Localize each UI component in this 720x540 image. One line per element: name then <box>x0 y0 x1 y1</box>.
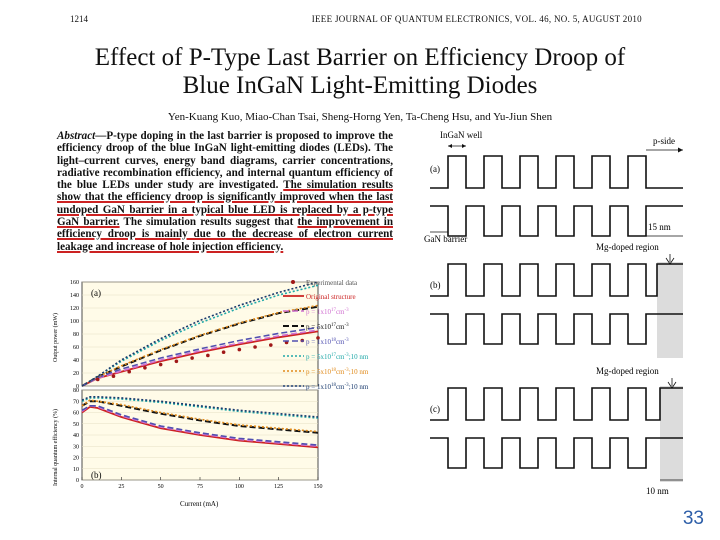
legend-exp-marker <box>291 280 295 284</box>
experimental-point <box>111 374 116 379</box>
plot-b-xtick-label: 25 <box>118 484 124 490</box>
plot-b-series-line <box>81 396 319 418</box>
plot-b-ytick-label: 80 <box>73 388 79 394</box>
experimental-point <box>174 359 179 364</box>
plot-b-series-line <box>81 397 319 419</box>
plot-b-ytick-label: 30 <box>73 444 79 450</box>
legend-exp-text: Experimental data <box>306 279 358 287</box>
experimental-point <box>253 345 257 349</box>
y-axis-label-a: Output power (mW) <box>52 313 59 362</box>
band-a-valence <box>430 205 683 237</box>
abstract-part-3: The simulation results suggest that <box>119 216 298 229</box>
gan-barrier-label: GaN barrier <box>424 234 467 244</box>
experimental-point <box>158 362 163 367</box>
plot-b-ytick-label: 50 <box>73 422 79 428</box>
paper-title: Effect of P-Type Last Barrier on Efficie… <box>0 44 720 100</box>
mg-doped-label-c: Mg-doped region <box>596 366 659 376</box>
p-side-arrowhead <box>678 147 683 153</box>
mg-doped-shade-c <box>660 386 683 482</box>
panel-c-band-label: (c) <box>430 404 440 414</box>
plot-b-ytick-label: 20 <box>73 456 79 462</box>
panel-a-label: (a) <box>91 288 101 298</box>
band-b-conduction <box>430 263 683 297</box>
plot-b-series-line <box>81 405 319 449</box>
plot-b-ytick-label: 40 <box>73 433 79 439</box>
plot-b-ytick-label: 70 <box>73 399 79 405</box>
legend-1e18-10nm-text: p = 1x1018cm-3;10 nm <box>306 383 369 391</box>
experimental-point <box>237 347 242 352</box>
legend-original-text: Original structure <box>306 293 356 301</box>
journal-header: IEEE JOURNAL OF QUANTUM ELECTRONICS, VOL… <box>311 14 642 24</box>
experimental-point <box>95 377 100 382</box>
band-c-valence <box>430 437 683 469</box>
legend: Experimental data Original structure p =… <box>283 279 369 391</box>
plot-a-series-line <box>81 329 319 387</box>
plot-a-ytick-label: 40 <box>73 358 79 364</box>
abstract-lead: Abstract <box>57 130 96 142</box>
plot-a-ytick-label: 100 <box>70 319 79 325</box>
plot-a-ytick-label: 60 <box>73 345 79 351</box>
experimental-point <box>190 356 194 360</box>
legend-1e17-text: p = 1x1017cm-3 <box>306 308 349 316</box>
plot-b-xtick-label: 0 <box>81 484 84 490</box>
experimental-point <box>127 369 131 374</box>
band-a-conduction <box>430 155 683 189</box>
y-axis-label-b: Internal quantum efficiency (%) <box>52 409 59 486</box>
abstract-highlight-2: the improvement in efficiency droop is m… <box>57 216 393 253</box>
plot-a-ytick-label: 140 <box>70 293 79 299</box>
panel-b-label: (b) <box>91 470 102 480</box>
plot-a-series-line <box>81 326 319 387</box>
plot-b-ytick-label: 0 <box>76 478 79 484</box>
plot-a-series-line <box>81 305 319 387</box>
slide-page-number: 33 <box>682 508 704 529</box>
plot-b-xtick-label: 75 <box>197 484 203 490</box>
experimental-point <box>269 343 273 347</box>
mg-doped-label-b: Mg-doped region <box>596 242 659 252</box>
well-dim-arrows <box>448 144 466 148</box>
page-header-number: 1214 <box>70 14 88 24</box>
plot-b-xtick-label: 125 <box>274 484 283 490</box>
plot-a-ytick-label: 80 <box>73 332 79 338</box>
abstract: Abstract—P-type doping in the last barri… <box>57 130 393 253</box>
plot-b-xtick-label: 150 <box>314 484 323 490</box>
plot-b-xtick-label: 50 <box>158 484 164 490</box>
experimental-point <box>221 350 226 354</box>
experimental-point <box>206 353 210 358</box>
experimental-point <box>316 336 320 340</box>
well-label: InGaN well <box>440 130 483 140</box>
plot-a-series-line <box>81 284 319 387</box>
band-b-valence <box>430 313 683 345</box>
plot-b-ytick-label: 60 <box>73 411 79 417</box>
experimental-point <box>143 366 147 370</box>
plot-b-series-line <box>81 399 319 433</box>
dim-15nm-label: 15 nm <box>648 222 671 232</box>
plot-a-ytick-label: 20 <box>73 371 79 377</box>
band-c-conduction <box>430 387 683 421</box>
legend-5e17-10nm-text: p = 5x1017cm-3;10 nm <box>306 353 369 361</box>
mg-doped-shade-b <box>657 262 683 358</box>
plot-a-ytick-label: 0 <box>76 384 79 390</box>
legend-1e18-text: p = 1x1018cm-3 <box>306 338 349 346</box>
author-list: Yen-Kuang Kuo, Miao-Chan Tsai, Sheng-Hor… <box>167 111 553 123</box>
plot-a-ytick-label: 160 <box>70 280 79 286</box>
panel-a-band-label: (a) <box>430 164 440 174</box>
abstract-highlight-1: The simulation results show that the eff… <box>57 179 393 229</box>
p-side-label: p-side <box>653 136 675 146</box>
plot-b-ytick-label: 10 <box>73 467 79 473</box>
title-line-2: Blue InGaN Light-Emitting Diodes <box>182 72 538 99</box>
band-diagram: InGaN well p-side (a) GaN barrier 15 nm … <box>424 130 683 496</box>
legend-5e17-text: p = 5x1017cm-3 <box>306 323 349 331</box>
title-line-1: Effect of P-Type Last Barrier on Efficie… <box>94 44 626 71</box>
plot-a-ytick-label: 120 <box>70 306 79 312</box>
legend-5e18-10nm-text: p = 5x1018cm-3;10 nm <box>306 368 369 376</box>
plot-b-series-line <box>81 405 319 446</box>
panel-b-band-label: (b) <box>430 280 441 290</box>
dim-10nm-label: 10 nm <box>646 486 669 496</box>
plot-b-xtick-label: 100 <box>235 484 244 490</box>
x-axis-label: Current (mA) <box>180 500 219 508</box>
abstract-part-1: —P-type doping in the last barrier is pr… <box>57 130 393 192</box>
plot-a-series-line <box>81 281 319 387</box>
